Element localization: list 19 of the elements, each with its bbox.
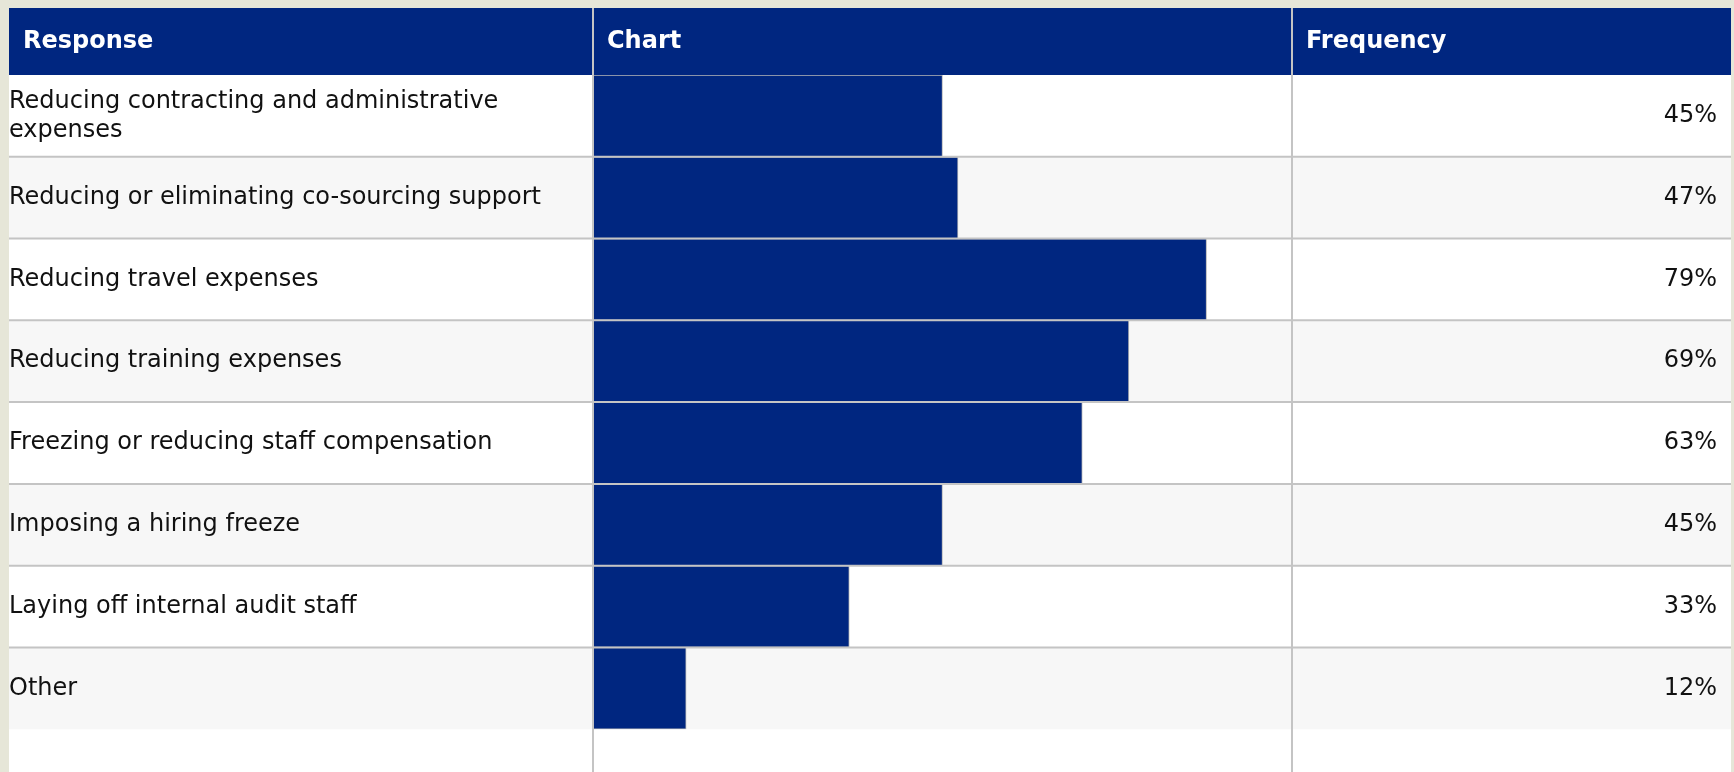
text: Frequency (1306, 25, 1447, 54)
y-tick-label: Other (9, 672, 78, 701)
y-tick-label: Reducing training expenses (9, 345, 342, 374)
data-label: 79% (1663, 263, 1717, 292)
y-tick-label: Laying off internal audit staff (9, 590, 358, 619)
data-label: 63% (1663, 427, 1717, 456)
text: Chart (607, 25, 682, 54)
y-tick-label: Imposing a hiring freeze (9, 509, 301, 537)
data-label: 45% (1663, 100, 1717, 129)
data-label: 33% (1663, 590, 1717, 619)
data-label: 47% (1663, 181, 1717, 210)
y-tick-label: Reducing contracting and administrative expenses (9, 85, 499, 143)
data-label: 69% (1663, 345, 1717, 374)
data-label: 45% (1663, 509, 1717, 537)
data-label: 12% (1663, 672, 1717, 701)
y-tick-label: Reducing travel expenses (9, 263, 319, 292)
text: Response (23, 25, 154, 54)
y-tick-label: Reducing or eliminating co-sourcing support (9, 181, 541, 210)
y-tick-label: Freezing or reducing staff compensation (9, 427, 493, 456)
